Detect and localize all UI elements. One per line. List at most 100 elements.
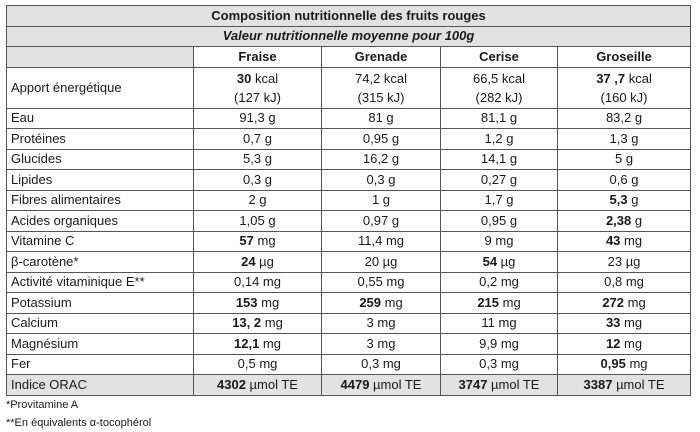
value-number: 74,2 <box>354 70 381 86</box>
value-unit: g <box>627 130 639 146</box>
value-cell-groseille: 0,95 mg <box>556 353 692 375</box>
value-cell-grenade: 3 mg <box>321 333 441 355</box>
value-cell-grenade: 4479 µmol TE <box>321 374 441 396</box>
value-number: 20 <box>364 253 380 269</box>
value-unit: g <box>502 192 514 208</box>
value-unit: mg <box>259 335 281 351</box>
row-label: Indice ORAC <box>6 374 194 396</box>
value-cell-grenade: 16,2 g <box>321 148 441 170</box>
value-cell-groseille: 0,8 mg <box>556 271 692 293</box>
energy-cell-groseille: 37 ,7 kcal (160 kJ) <box>556 66 692 109</box>
value-unit: µg <box>497 253 516 269</box>
value-number: 2,38 <box>605 212 632 228</box>
value-unit: mg <box>381 294 403 310</box>
value-unit: g <box>382 110 394 126</box>
value-unit: mg <box>257 294 280 310</box>
value-cell-grenade: 0,3 g <box>321 169 441 191</box>
value-cell-cerise: 0,27 g <box>440 169 558 191</box>
value-cell-groseille: 2,38 g <box>556 210 692 232</box>
table-row: Eau 91,3 g 81 g 81,1 g 83,2 g <box>6 107 692 129</box>
value-cell-fraise: 0,5 mg <box>193 353 322 375</box>
value-number: 83,2 <box>605 110 632 126</box>
value-number: 4479 <box>340 376 370 392</box>
value-unit: g <box>261 130 272 146</box>
value-number: 4302 <box>217 376 246 392</box>
value-unit: µg <box>255 253 274 269</box>
value-number: 0,2 <box>479 274 498 290</box>
value-unit: mg <box>255 356 278 372</box>
row-label: Eau <box>6 107 194 129</box>
energy-cell-fraise: 30 kcal (127 kJ) <box>193 66 322 109</box>
value-cell-cerise: 0,3 mg <box>440 353 558 375</box>
value-unit: mg <box>259 274 281 290</box>
value-number: 0,3 <box>479 356 498 372</box>
row-label: Apport énergétique <box>6 66 194 109</box>
value-unit: µg <box>379 253 398 269</box>
value-cell-groseille: 33 mg <box>556 312 692 334</box>
value-unit: mg <box>373 335 396 351</box>
value-unit: g <box>388 130 400 146</box>
value-cell-grenade: 20 µg <box>321 251 441 273</box>
value-cell-cerise: 9 mg <box>440 230 558 252</box>
value-unit: mg <box>382 274 405 290</box>
value-cell-fraise: 4302 µmol TE <box>193 374 322 396</box>
row-label: Magnésium <box>6 333 194 355</box>
value-cell-groseille: 0,6 g <box>556 169 692 191</box>
value-cell-fraise: 153 mg <box>193 292 322 314</box>
value-unit: g <box>255 192 267 208</box>
table-title: Composition nutritionnelle des fruits ro… <box>5 5 692 27</box>
value-cell-groseille: 3387 µmol TE <box>556 374 692 396</box>
value-unit: g <box>388 151 400 167</box>
value-kj: (127 kJ) <box>234 89 281 105</box>
value-number: 0,95 <box>600 356 626 372</box>
row-label: Acides organiques <box>6 210 194 232</box>
value-number: 30 <box>236 70 252 86</box>
value-unit: mg <box>494 315 517 331</box>
value-kj: (282 kJ) <box>475 89 523 105</box>
value-unit: g <box>502 130 514 146</box>
value-number: 14,1 <box>480 151 507 167</box>
value-number: 9 <box>484 233 492 249</box>
energy-cell-grenade: 74,2 kcal (315 kJ) <box>321 66 441 109</box>
value-number: 0,14 <box>234 274 260 290</box>
value-cell-grenade: 259 mg <box>321 292 441 314</box>
value-number: 11 <box>481 315 495 331</box>
value-cell-grenade: 0,3 mg <box>321 353 441 375</box>
value-cell-grenade: 3 mg <box>321 312 441 334</box>
value-number: 9,9 <box>479 335 498 351</box>
value-number: 0,3 <box>361 356 380 372</box>
value-unit: µmol TE <box>245 376 298 392</box>
value-unit: g <box>506 212 518 228</box>
nutrition-table: Composition nutritionnelle des fruits ro… <box>5 5 692 396</box>
value-unit: mg <box>620 233 643 249</box>
value-unit: mg <box>624 294 646 310</box>
value-number: 12,1 <box>234 335 260 351</box>
footnotes: *Provitamine A **En équivalents α-tocoph… <box>6 396 151 432</box>
table-row: Magnésium 12,1 mg 3 mg 9,9 mg 12 mg <box>6 333 692 355</box>
value-cell-groseille: 1,3 g <box>556 128 692 150</box>
value-cell-groseille: 43 mg <box>556 230 692 252</box>
value-unit: mg <box>382 233 404 249</box>
value-cell-fraise: 1,05 g <box>193 210 322 232</box>
value-cell-grenade: 81 g <box>321 107 441 129</box>
value-unit: g <box>264 110 276 126</box>
value-number: 0,27 <box>480 171 507 187</box>
value-cell-cerise: 14,1 g <box>440 148 558 170</box>
value-cell-cerise: 9,9 mg <box>440 333 558 355</box>
table-row: Calcium 13, 2 mg 3 mg 11 mg 33 mg <box>6 312 692 334</box>
value-unit: kcal <box>625 70 652 86</box>
table-row: Potassium 153 mg 259 mg 215 mg 272 mg <box>6 292 692 314</box>
value-number: 0,97 <box>362 212 389 228</box>
row-label: Fibres alimentaires <box>6 189 194 211</box>
header-blank-cell <box>6 46 194 68</box>
value-unit: g <box>627 192 639 208</box>
value-number: 57 <box>239 233 254 249</box>
value-number: 0,6 <box>609 171 628 187</box>
value-unit: µmol TE <box>487 376 540 392</box>
value-number: 1 <box>371 192 380 208</box>
value-number: 66,5 <box>472 70 499 86</box>
table-subtitle-row: Valeur nutritionnelle moyenne pour 100g <box>5 25 692 47</box>
row-label: Lipides <box>6 169 194 191</box>
value-cell-groseille: 5,3 g <box>556 189 692 211</box>
